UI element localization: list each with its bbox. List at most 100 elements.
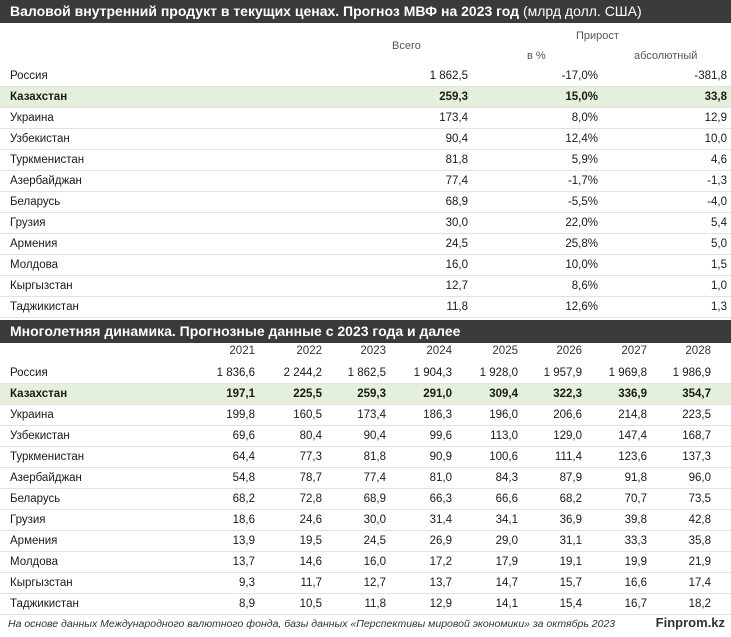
year-value: 39,8 bbox=[624, 514, 647, 526]
country-name: Молдова bbox=[10, 556, 59, 568]
growth-abs: -381,8 bbox=[694, 70, 727, 82]
country-name: Грузия bbox=[10, 217, 46, 229]
year-value: 160,5 bbox=[293, 409, 322, 421]
table1-row: Азербайджан 77,4 -1,7% -1,3 bbox=[0, 171, 731, 192]
year-value: 113,0 bbox=[490, 430, 518, 442]
year-value: 1 862,5 bbox=[347, 367, 386, 379]
year-value: 14,7 bbox=[495, 577, 518, 589]
year-value: 96,0 bbox=[688, 472, 711, 484]
year-value: 14,6 bbox=[299, 556, 322, 568]
growth-pct: 8,0% bbox=[571, 112, 598, 124]
year-value: 168,7 bbox=[682, 430, 711, 442]
year-value: 147,4 bbox=[618, 430, 647, 442]
total-value: 90,4 bbox=[445, 133, 468, 145]
year-header: 2021 bbox=[229, 345, 255, 357]
table1-row: Таджикистан 11,8 12,6% 1,3 bbox=[0, 297, 731, 318]
year-value: 29,0 bbox=[495, 535, 518, 547]
total-value: 1 862,5 bbox=[429, 70, 468, 82]
year-value: 137,3 bbox=[682, 451, 711, 463]
table2-row: Армения 13,9 19,5 24,5 26,9 29,0 31,1 33,3 35,8 bbox=[0, 531, 731, 552]
total-value: 68,9 bbox=[445, 196, 468, 208]
table2-row: Туркменистан 64,4 77,3 81,8 90,9 100,6 111,4 12… bbox=[0, 447, 731, 468]
country-name: Таджикистан bbox=[10, 301, 79, 313]
year-header: 2027 bbox=[621, 345, 647, 357]
year-value: 16,7 bbox=[624, 598, 647, 610]
year-value: 214,8 bbox=[618, 409, 647, 421]
year-value: 291,0 bbox=[423, 388, 452, 400]
year-value: 24,6 bbox=[299, 514, 322, 526]
year-value: 13,7 bbox=[232, 556, 255, 568]
year-value: 73,5 bbox=[688, 493, 711, 505]
year-value: 81,0 bbox=[429, 472, 452, 484]
growth-abs: -1,3 bbox=[707, 175, 727, 187]
table2-title: Многолетняя динамика. Прогнозные данные … bbox=[0, 320, 731, 343]
growth-abs: 4,6 bbox=[711, 154, 727, 166]
country-name: Молдова bbox=[10, 259, 59, 271]
growth-abs: 1,5 bbox=[711, 259, 727, 271]
col-pct-header: в % bbox=[527, 50, 546, 62]
year-value: 66,3 bbox=[429, 493, 452, 505]
year-value: 66,6 bbox=[495, 493, 518, 505]
year-value: 13,7 bbox=[429, 577, 452, 589]
year-value: 77,4 bbox=[363, 472, 386, 484]
growth-pct: 12,6% bbox=[565, 301, 598, 313]
country-name: Украина bbox=[10, 112, 54, 124]
year-value: 70,7 bbox=[624, 493, 647, 505]
country-name: Украина bbox=[10, 409, 54, 421]
country-name: Туркменистан bbox=[10, 154, 85, 166]
year-value: 72,8 bbox=[299, 493, 322, 505]
year-value: 186,3 bbox=[423, 409, 452, 421]
year-value: 19,5 bbox=[299, 535, 322, 547]
year-value: 12,7 bbox=[363, 577, 386, 589]
year-value: 64,4 bbox=[232, 451, 255, 463]
year-value: 36,9 bbox=[559, 514, 582, 526]
year-value: 34,1 bbox=[495, 514, 518, 526]
year-value: 17,2 bbox=[429, 556, 452, 568]
year-value: 69,6 bbox=[232, 430, 255, 442]
table1-row: Кыргызстан 12,7 8,6% 1,0 bbox=[0, 276, 731, 297]
growth-abs: 5,0 bbox=[711, 238, 727, 250]
year-value: 225,5 bbox=[293, 388, 322, 400]
year-value: 1 957,9 bbox=[543, 367, 582, 379]
year-value: 1 928,0 bbox=[479, 367, 518, 379]
country-name: Казахстан bbox=[10, 91, 68, 103]
growth-pct: 25,8% bbox=[565, 238, 598, 250]
year-value: 35,8 bbox=[688, 535, 711, 547]
table1-row: Узбекистан 90,4 12,4% 10,0 bbox=[0, 129, 731, 150]
year-value: 206,6 bbox=[553, 409, 582, 421]
table1-title-unit: (млрд долл. США) bbox=[519, 3, 642, 19]
total-value: 30,0 bbox=[445, 217, 468, 229]
country-name: Азербайджан bbox=[10, 472, 82, 484]
year-value: 2 244,2 bbox=[283, 367, 322, 379]
table2-row: Казахстан 197,1 225,5 259,3 291,0 309,4 322,3 3… bbox=[0, 384, 731, 405]
year-value: 87,9 bbox=[559, 472, 582, 484]
year-header: 2022 bbox=[296, 345, 322, 357]
country-name: Беларусь bbox=[10, 493, 61, 505]
growth-pct: 8,6% bbox=[571, 280, 598, 292]
total-value: 12,7 bbox=[445, 280, 468, 292]
country-name: Казахстан bbox=[10, 388, 68, 400]
year-value: 322,3 bbox=[553, 388, 582, 400]
year-value: 31,4 bbox=[429, 514, 452, 526]
year-value: 99,6 bbox=[429, 430, 452, 442]
year-value: 11,8 bbox=[364, 598, 386, 610]
source-note: На основе данных Международного валютног… bbox=[8, 618, 616, 630]
year-value: 54,8 bbox=[232, 472, 255, 484]
total-value: 81,8 bbox=[445, 154, 468, 166]
year-value: 10,5 bbox=[299, 598, 322, 610]
growth-abs: 10,0 bbox=[704, 133, 727, 145]
year-value: 80,4 bbox=[299, 430, 322, 442]
growth-pct: 12,4% bbox=[565, 133, 598, 145]
year-value: 26,9 bbox=[429, 535, 452, 547]
year-value: 33,3 bbox=[624, 535, 647, 547]
year-value: 84,3 bbox=[495, 472, 518, 484]
table1-row: Молдова 16,0 10,0% 1,5 bbox=[0, 255, 731, 276]
country-name: Таджикистан bbox=[10, 598, 79, 610]
year-value: 18,6 bbox=[232, 514, 255, 526]
total-value: 77,4 bbox=[445, 175, 468, 187]
total-value: 11,8 bbox=[446, 301, 468, 313]
year-value: 196,0 bbox=[489, 409, 518, 421]
year-value: 111,4 bbox=[554, 451, 582, 463]
year-value: 68,9 bbox=[363, 493, 386, 505]
growth-pct: -5,5% bbox=[567, 196, 598, 208]
